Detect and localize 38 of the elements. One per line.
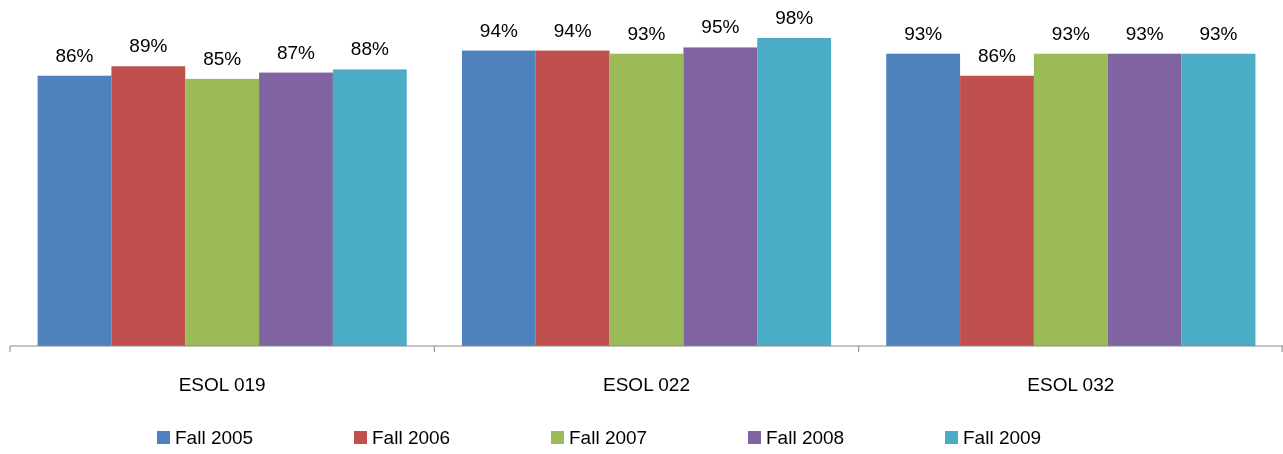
legend-label: Fall 2007	[569, 427, 648, 448]
x-tick-label: ESOL 019	[178, 374, 266, 395]
bar	[535, 50, 610, 346]
bar	[960, 75, 1034, 346]
bar	[461, 50, 536, 346]
x-tick-label: ESOL 032	[1027, 374, 1115, 395]
data-label: 88%	[350, 38, 389, 60]
legend-label: Fall 2006	[372, 427, 451, 448]
data-label: 93%	[627, 22, 666, 44]
data-label: 95%	[701, 16, 740, 38]
bar	[1033, 53, 1108, 346]
data-label: 86%	[977, 44, 1017, 66]
legend-label: Fall 2009	[963, 427, 1042, 448]
data-label: 94%	[479, 19, 518, 41]
data-label: 98%	[775, 7, 814, 28]
bar	[609, 53, 684, 346]
data-label: 93%	[904, 22, 943, 44]
bar	[37, 75, 112, 346]
legend-label: Fall 2008	[766, 427, 845, 448]
data-label: 85%	[203, 47, 242, 69]
bar	[259, 72, 333, 346]
legend-label: Fall 2005	[175, 427, 254, 448]
bar	[332, 69, 407, 346]
bar	[1107, 53, 1182, 346]
data-label: 93%	[1125, 22, 1164, 44]
bar	[185, 78, 260, 346]
data-label: 86%	[55, 44, 94, 66]
data-label: 89%	[129, 35, 168, 57]
data-label: 93%	[1199, 22, 1238, 44]
bar	[683, 47, 758, 346]
bar	[886, 53, 961, 346]
bar	[757, 38, 832, 346]
data-label: 93%	[1051, 22, 1090, 44]
bar	[111, 66, 186, 346]
bar	[1181, 53, 1256, 346]
x-tick-label: ESOL 022	[603, 374, 690, 395]
data-label: 94%	[553, 19, 592, 41]
data-label: 87%	[276, 41, 316, 63]
